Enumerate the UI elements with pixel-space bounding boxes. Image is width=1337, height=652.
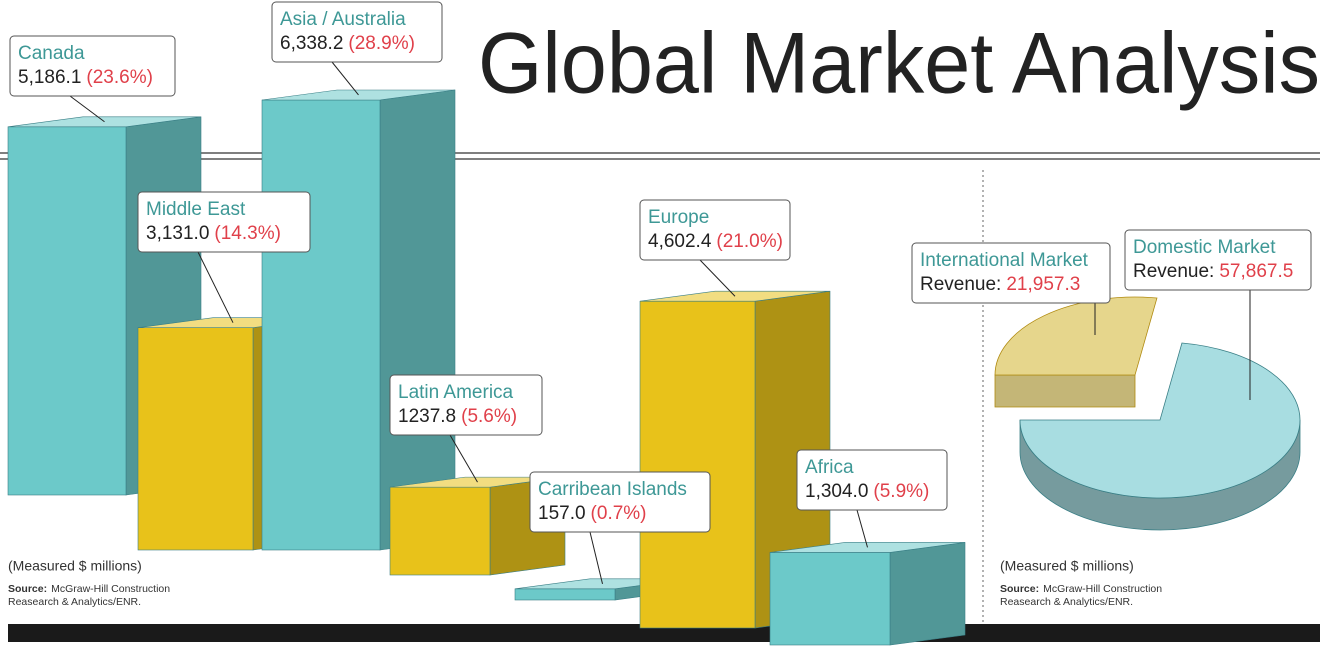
bar xyxy=(769,542,966,646)
leader xyxy=(197,251,234,323)
bar xyxy=(639,290,831,629)
label-box xyxy=(911,242,1111,304)
source-text: McGraw-Hill Construction xyxy=(1043,583,1162,595)
bar-side xyxy=(889,542,966,646)
category-label: Middle East xyxy=(146,199,246,220)
value-label: 1237.8 (5.6%) xyxy=(398,406,517,427)
label-box xyxy=(639,199,791,261)
category-label: Canada xyxy=(18,43,85,64)
source-label: Source: xyxy=(1000,583,1039,595)
pie-slice xyxy=(1019,342,1301,499)
bar-front xyxy=(137,327,254,551)
pie-side xyxy=(994,374,1136,408)
category-label: Asia / Australia xyxy=(280,9,406,30)
value-label: Revenue: 57,867.5 xyxy=(1133,261,1293,282)
prefix: Revenue: xyxy=(920,274,1001,295)
source: Reasearch & Analytics/ENR. xyxy=(1000,596,1133,608)
value: 4,602.4 xyxy=(648,231,712,252)
source-label: Source: xyxy=(8,583,47,595)
leader xyxy=(69,95,105,123)
value-label: 157.0 (0.7%) xyxy=(538,503,647,524)
category-label: Carribean Islands xyxy=(538,479,687,500)
value: 57,867.5 xyxy=(1219,261,1293,282)
value-label: 3,131.0 (14.3%) xyxy=(146,223,281,244)
note: (Measured $ millions) xyxy=(8,558,142,574)
bar-front xyxy=(389,486,491,576)
value-label: 1,304.0 (5.9%) xyxy=(805,481,929,502)
note: (Measured $ millions) xyxy=(1000,558,1134,574)
category-label: Europe xyxy=(648,207,709,228)
chart-title: Global Market Analysis xyxy=(478,16,1320,112)
label-box xyxy=(1124,229,1312,291)
category-label: Latin America xyxy=(398,382,514,403)
share: (5.6%) xyxy=(461,406,517,427)
share: (28.9%) xyxy=(348,33,415,54)
label-box xyxy=(9,35,176,97)
share: (23.6%) xyxy=(86,67,153,88)
share: (14.3%) xyxy=(214,223,281,244)
leader xyxy=(331,61,359,96)
value: 1237.8 xyxy=(398,406,456,427)
leader xyxy=(449,434,478,483)
category-label: Africa xyxy=(805,457,854,478)
category-label: International Market xyxy=(920,250,1089,271)
share: (5.9%) xyxy=(873,481,929,502)
value: 157.0 xyxy=(538,503,586,524)
category-label: Domestic Market xyxy=(1133,237,1276,258)
share: (21.0%) xyxy=(716,231,783,252)
value-label: 4,602.4 (21.0%) xyxy=(648,231,783,252)
value-label: 6,338.2 (28.9%) xyxy=(280,33,415,54)
base-bar xyxy=(8,624,1320,642)
leader xyxy=(589,531,603,584)
label-box xyxy=(389,374,543,436)
bar-front xyxy=(514,588,616,601)
leader xyxy=(856,509,868,548)
value-label: 5,186.1 (23.6%) xyxy=(18,67,153,88)
value: 1,304.0 xyxy=(805,481,868,502)
bar-front xyxy=(7,126,127,496)
value: 5,186.1 xyxy=(18,67,81,88)
share: (0.7%) xyxy=(591,503,647,524)
label-box xyxy=(529,471,711,533)
value: 21,957.3 xyxy=(1006,274,1080,295)
source: Source: McGraw-Hill Construction xyxy=(8,583,170,595)
prefix: Revenue: xyxy=(1133,261,1214,282)
source: Reasearch & Analytics/ENR. xyxy=(8,596,141,608)
bar-front xyxy=(261,99,381,551)
bar-front xyxy=(639,300,756,629)
bar-front xyxy=(769,552,891,646)
label-box xyxy=(137,191,311,253)
leader xyxy=(699,259,736,297)
label-box xyxy=(271,1,443,63)
value-label: Revenue: 21,957.3 xyxy=(920,274,1080,295)
source-text: McGraw-Hill Construction xyxy=(51,583,170,595)
label-box xyxy=(796,449,948,511)
value: 6,338.2 xyxy=(280,33,343,54)
source: Source: McGraw-Hill Construction xyxy=(1000,583,1162,595)
bar xyxy=(261,89,456,551)
value: 3,131.0 xyxy=(146,223,209,244)
pie-slice xyxy=(994,296,1158,376)
